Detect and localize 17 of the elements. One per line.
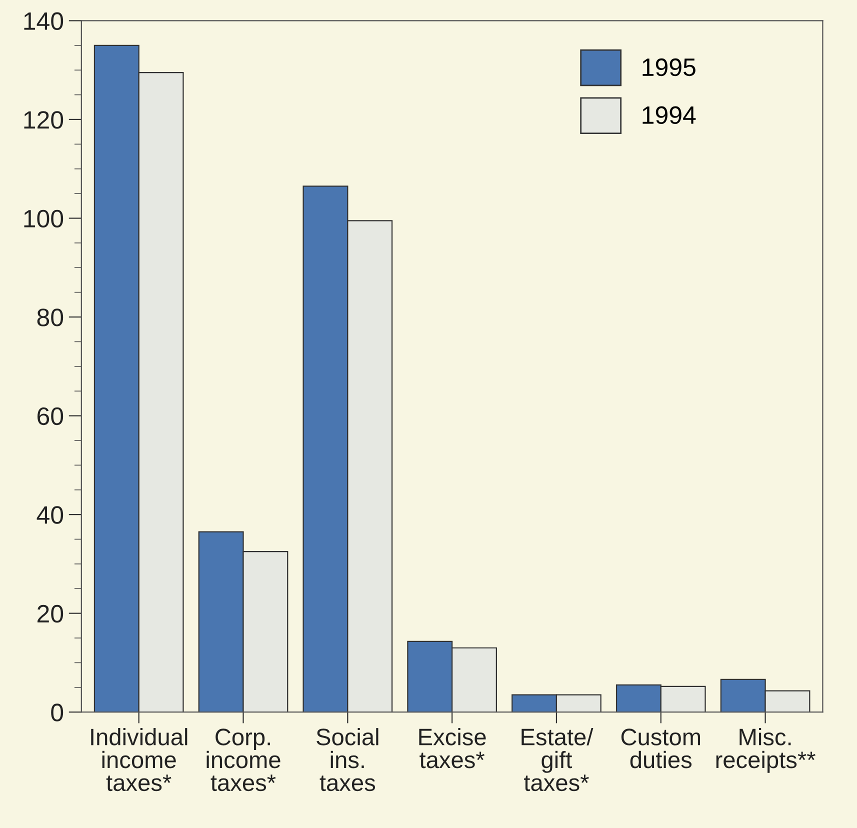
x-tick-label: Corp. income taxes* xyxy=(206,728,280,792)
y-tick-label: 80 xyxy=(37,308,64,326)
y-tick-label: 120 xyxy=(24,111,64,129)
y-tick-label: 100 xyxy=(24,210,64,228)
x-tick-label: Custom duties xyxy=(621,728,700,768)
legend-label: 1994 xyxy=(642,106,696,124)
x-tick-label: Estate/ gift taxes* xyxy=(522,728,594,792)
x-tick-label: Individual income taxes* xyxy=(91,728,188,792)
y-tick-label: 0 xyxy=(51,704,64,722)
y-tick-label: 60 xyxy=(38,407,64,426)
y-tick-label: 140 xyxy=(24,12,64,30)
y-tick-label: 40 xyxy=(36,506,64,524)
x-tick-label: Excise taxes* xyxy=(419,728,486,768)
legend-label: 1995 xyxy=(642,58,696,76)
x-tick-label: Misc. receipts** xyxy=(716,728,816,773)
x-tick-label: Social ins. taxes xyxy=(316,728,378,792)
y-tick-label: 20 xyxy=(38,604,64,623)
